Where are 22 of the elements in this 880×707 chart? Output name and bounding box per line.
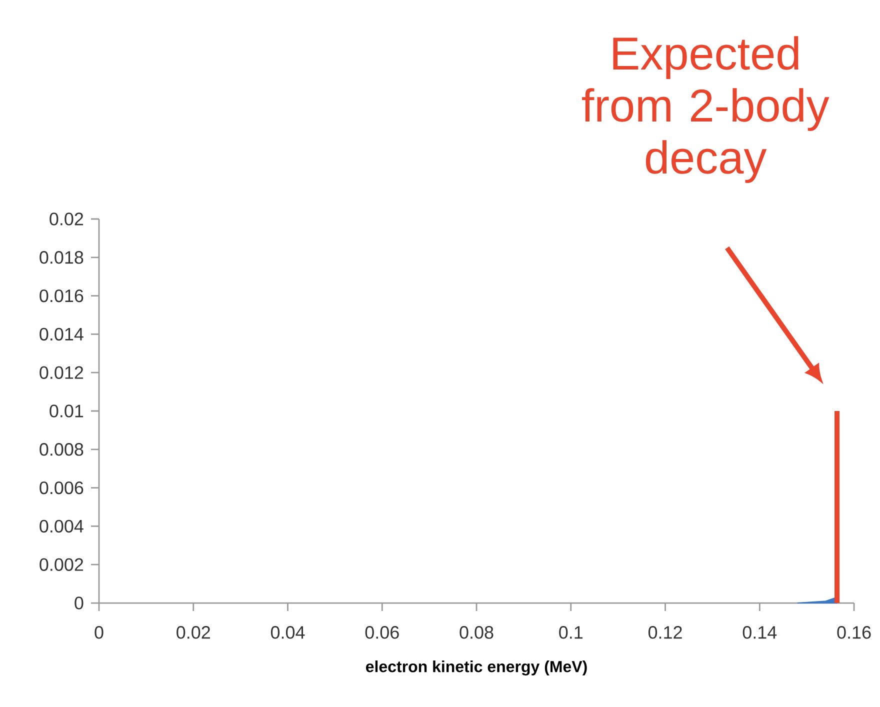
x-tick-label: 0.08	[460, 626, 494, 639]
y-tick-label: 0	[74, 596, 84, 610]
y-tick-label: 0.008	[40, 443, 84, 456]
x-tick-label: 0.04	[270, 626, 305, 639]
y-tick-label: 0.006	[40, 481, 84, 494]
x-tick-label: 0.12	[648, 626, 682, 639]
y-tick-label: 0.01	[50, 404, 84, 418]
y-tick-label: 0.004	[40, 520, 84, 533]
y-tick-label: 0.014	[40, 328, 84, 341]
x-tick-label: 0.02	[176, 626, 210, 639]
y-tick-label: 0.018	[40, 251, 84, 264]
x-tick-label: 0.06	[365, 626, 399, 639]
x-tick-label: 0.1	[559, 626, 583, 639]
x-axis-title: electron kinetic energy (MeV)	[366, 660, 587, 676]
y-tick-label: 0.002	[40, 558, 84, 571]
y-tick-label: 0.02	[50, 212, 84, 226]
x-tick-label: 0	[94, 626, 104, 639]
y-tick-label: 0.016	[40, 289, 84, 302]
x-tick-label: 0.16	[837, 626, 871, 639]
y-tick-label: 0.012	[40, 366, 84, 379]
x-tick-label: 0.14	[742, 626, 777, 639]
text: Expected from 2-body decay	[582, 36, 830, 183]
